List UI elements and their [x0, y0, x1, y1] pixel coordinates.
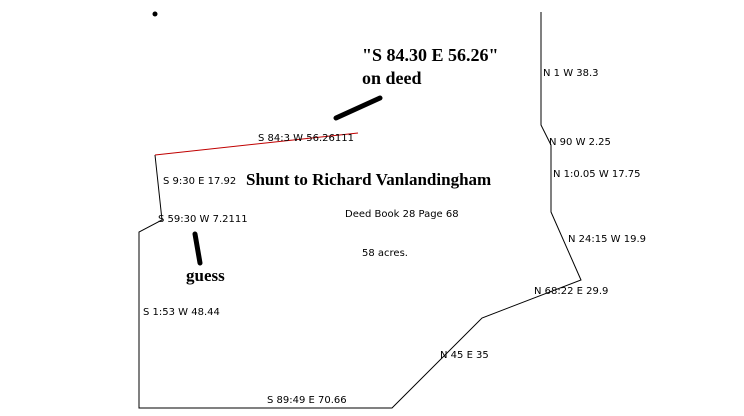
annotation: "S 84.30 E 56.26"	[362, 45, 499, 65]
boundary-call: S 9:30 E 17.92	[163, 176, 236, 187]
boundary-call: N 1:0.05 W 17.75	[553, 169, 641, 180]
dot	[152, 11, 158, 17]
boundary-call: S 1:53 W 48.44	[143, 307, 220, 318]
annotation: guess	[186, 266, 225, 285]
boundary-call: N 24:15 W 19.9	[568, 234, 646, 245]
area: 58 acres.	[362, 248, 408, 259]
title: Shunt to Richard Vanlandingham	[246, 170, 491, 189]
boundary-call: N 90 W 2.25	[549, 137, 611, 148]
boundary	[138, 12, 582, 409]
boundary-call: N 68:22 E 29.9	[534, 286, 608, 297]
annotation: on deed	[362, 68, 422, 88]
boundary-call: N 45 E 35	[440, 350, 489, 361]
boundary-call: S 59:30 W 7.2111	[158, 214, 248, 225]
pointer	[333, 95, 383, 121]
boundary-call: S 84:3 W 56.26111	[258, 133, 354, 144]
boundary-call: S 89:49 E 70.66	[267, 395, 347, 406]
boundary-call: N 1 W 38.3	[543, 68, 599, 79]
pointer	[192, 231, 203, 266]
red-boundary-line	[154, 132, 359, 156]
deed-reference: Deed Book 28 Page 68	[345, 209, 459, 220]
